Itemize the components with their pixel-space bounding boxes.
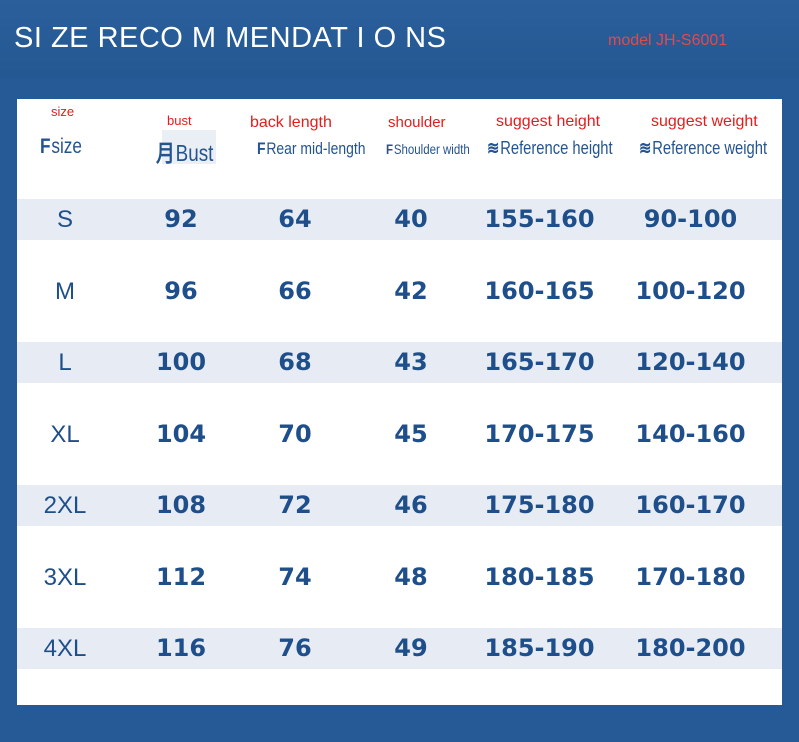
height-cell: 175-180 bbox=[484, 491, 595, 519]
back-length-cell: 68 bbox=[278, 348, 312, 376]
shoulder-cell: 45 bbox=[394, 420, 428, 448]
header-band bbox=[0, 0, 799, 78]
bust-cell: 92 bbox=[164, 205, 198, 233]
column-header-shoulder-text: Shoulder width bbox=[393, 141, 470, 157]
height-cell: 185-190 bbox=[484, 634, 595, 662]
column-label-suggest-height: suggest height bbox=[496, 113, 601, 130]
weight-cell: 180-200 bbox=[635, 634, 746, 662]
weight-cell: 90-100 bbox=[643, 205, 738, 233]
shoulder-cell: 43 bbox=[394, 348, 428, 376]
size-table: size bust back length shoulder suggest h… bbox=[17, 99, 782, 705]
bust-header-highlight bbox=[162, 130, 216, 164]
table-row: XL 104 70 45 170-175 140-160 bbox=[17, 414, 782, 455]
column-label-size: size bbox=[51, 104, 75, 119]
shoulder-cell: 46 bbox=[394, 491, 428, 519]
height-mark-icon: ≋ bbox=[487, 138, 500, 158]
size-mark-icon: F bbox=[40, 135, 51, 158]
weight-cell: 140-160 bbox=[635, 420, 746, 448]
column-header-weight-text: Reference weight bbox=[652, 138, 768, 158]
weight-cell: 170-180 bbox=[635, 563, 746, 591]
column-header-shoulder: FShoulder width bbox=[386, 141, 470, 157]
back-length-cell: 74 bbox=[278, 563, 312, 591]
weight-mark-icon: ≋ bbox=[639, 138, 652, 158]
model-number: model JH-S6001 bbox=[608, 32, 728, 49]
back-length-cell: 70 bbox=[278, 420, 312, 448]
column-header-size-text: size bbox=[51, 135, 82, 158]
table-row: 4XL 116 76 49 185-190 180-200 bbox=[17, 628, 782, 669]
height-cell: 155-160 bbox=[484, 205, 595, 233]
table-row: M 96 66 42 160-165 100-120 bbox=[17, 271, 782, 312]
column-label-back-length: back length bbox=[250, 114, 332, 131]
table-row: 2XL 108 72 46 175-180 160-170 bbox=[17, 485, 782, 526]
shoulder-mark-icon: F bbox=[386, 141, 394, 157]
size-cell: L bbox=[58, 349, 72, 376]
back-length-cell: 66 bbox=[278, 277, 312, 305]
table-row: S 92 64 40 155-160 90-100 bbox=[17, 199, 782, 240]
weight-cell: 160-170 bbox=[635, 491, 746, 519]
bust-cell: 104 bbox=[155, 420, 207, 448]
weight-cell: 100-120 bbox=[635, 277, 746, 305]
size-cell: XL bbox=[50, 421, 80, 448]
size-cell: 3XL bbox=[43, 564, 87, 591]
bust-mark-icon: 月 bbox=[156, 140, 175, 166]
weight-cell: 120-140 bbox=[635, 348, 746, 376]
column-header-height: ≋Reference height bbox=[487, 138, 613, 159]
bust-cell: 116 bbox=[155, 634, 207, 662]
column-header-back-length: FRear mid-length bbox=[257, 139, 366, 159]
height-cell: 165-170 bbox=[484, 348, 595, 376]
table-row: L 100 68 43 165-170 120-140 bbox=[17, 342, 782, 383]
column-header-height-text: Reference height bbox=[500, 138, 613, 158]
bust-cell: 108 bbox=[155, 491, 207, 519]
height-cell: 160-165 bbox=[484, 277, 595, 305]
bust-cell: 96 bbox=[164, 277, 198, 305]
bust-cell: 112 bbox=[155, 563, 207, 591]
size-cell: 2XL bbox=[43, 492, 87, 519]
shoulder-cell: 49 bbox=[394, 634, 428, 662]
column-header-back-length-text: Rear mid-length bbox=[266, 139, 366, 158]
back-length-cell: 64 bbox=[278, 205, 312, 233]
height-cell: 180-185 bbox=[484, 563, 595, 591]
height-cell: 170-175 bbox=[484, 420, 595, 448]
column-header-bust: 月Bust bbox=[156, 134, 213, 168]
column-header-weight: ≋Reference weight bbox=[639, 138, 767, 159]
shoulder-cell: 48 bbox=[394, 563, 428, 591]
page-title: SI ZE RECO M MENDAT I O NS bbox=[14, 22, 447, 54]
table-row: 3XL 112 74 48 180-185 170-180 bbox=[17, 557, 782, 598]
back-length-cell: 72 bbox=[278, 491, 312, 519]
column-header-size: Fsize bbox=[40, 135, 82, 159]
column-header-bust-text: Bust bbox=[175, 140, 214, 166]
column-label-suggest-weight: suggest weight bbox=[651, 113, 758, 130]
bust-cell: 100 bbox=[155, 348, 207, 376]
column-label-bust: bust bbox=[167, 113, 192, 128]
shoulder-cell: 40 bbox=[394, 205, 428, 233]
back-length-cell: 76 bbox=[278, 634, 312, 662]
size-cell: S bbox=[56, 206, 73, 233]
size-cell: M bbox=[55, 278, 75, 305]
shoulder-cell: 42 bbox=[394, 277, 428, 305]
column-label-shoulder: shoulder bbox=[388, 114, 446, 131]
back-length-mark-icon: F bbox=[257, 139, 266, 158]
size-cell: 4XL bbox=[43, 635, 87, 662]
